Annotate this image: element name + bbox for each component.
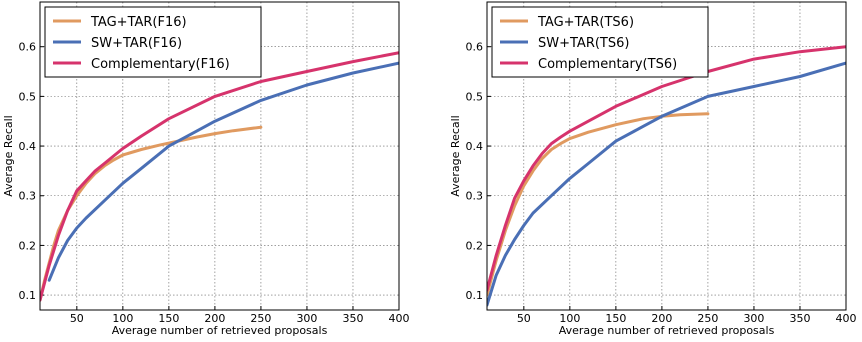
x-tick-label: 300 bbox=[296, 312, 317, 325]
x-tick-label: 150 bbox=[605, 312, 626, 325]
y-tick-label: 0.4 bbox=[466, 140, 484, 153]
x-tick-label: 350 bbox=[342, 312, 363, 325]
y-tick-label: 0.2 bbox=[466, 239, 484, 252]
chart-panel-2: 50 100 150 200 250 300 350 400 0.1 0.2 0.3 0.4 0.5 0.… bbox=[449, 1, 857, 337]
legend-label: TAG+TAR(TS6) bbox=[537, 15, 634, 30]
x-tick-label: 350 bbox=[789, 312, 810, 325]
x-tick-label: 100 bbox=[112, 312, 133, 325]
y-tick-label: 0.2 bbox=[19, 239, 37, 252]
y-tick-label: 0.6 bbox=[466, 41, 484, 54]
y-tick-label: 0.5 bbox=[466, 90, 484, 103]
y-axis-title: Average Recall bbox=[449, 115, 462, 197]
x-tick-label: 400 bbox=[389, 312, 410, 325]
x-tick-label: 150 bbox=[158, 312, 179, 325]
series-line-3 bbox=[40, 51, 399, 302]
x-tick-label: 250 bbox=[250, 312, 271, 325]
x-axis-title: Average number of retrieved proposals bbox=[559, 324, 775, 337]
legend-label: SW+TAR(F16) bbox=[91, 36, 182, 51]
x-tick-label: 50 bbox=[70, 312, 84, 325]
series-line-1 bbox=[40, 125, 263, 302]
series-line-3 bbox=[487, 45, 846, 292]
y-tick-label: 0.6 bbox=[19, 41, 37, 54]
y-tick-label: 0.4 bbox=[19, 140, 37, 153]
legend-label: TAG+TAR(F16) bbox=[90, 15, 187, 30]
legend-label: Complementary(F16) bbox=[91, 57, 230, 72]
x-tick-label: 200 bbox=[651, 312, 672, 325]
x-tick-label: 50 bbox=[517, 312, 531, 325]
x-tick-label: 300 bbox=[743, 312, 764, 325]
legend: TAG+TAR(F16) SW+TAR(F16) Complementary(F16… bbox=[44, 6, 262, 78]
x-tick-label: 100 bbox=[559, 312, 580, 325]
y-tick-label: 0.1 bbox=[19, 289, 37, 302]
plot-frame bbox=[486, 1, 847, 311]
series-line-2 bbox=[47, 61, 399, 282]
plot-frame bbox=[39, 1, 400, 311]
legend-label: SW+TAR(TS6) bbox=[538, 36, 629, 51]
x-tick-label: 200 bbox=[204, 312, 225, 325]
x-axis-title: Average number of retrieved proposals bbox=[112, 324, 328, 337]
chart-panel-1: 50 100 150 200 250 300 350 400 0.1 0.2 0.3 0.4 0.5 0.… bbox=[2, 1, 410, 337]
y-tick-label: 0.5 bbox=[19, 90, 37, 103]
y-tick-label: 0.1 bbox=[466, 289, 484, 302]
y-tick-label: 0.3 bbox=[466, 190, 484, 203]
x-tick-label: 400 bbox=[836, 312, 857, 325]
series-line-2 bbox=[487, 61, 846, 307]
x-tick-label: 250 bbox=[697, 312, 718, 325]
legend: TAG+TAR(TS6) SW+TAR(TS6) Complementary(TS6… bbox=[491, 6, 709, 78]
series-line-1 bbox=[487, 112, 710, 297]
y-tick-label: 0.3 bbox=[19, 190, 37, 203]
y-axis-title: Average Recall bbox=[2, 115, 15, 197]
legend-label: Complementary(TS6) bbox=[538, 57, 677, 72]
